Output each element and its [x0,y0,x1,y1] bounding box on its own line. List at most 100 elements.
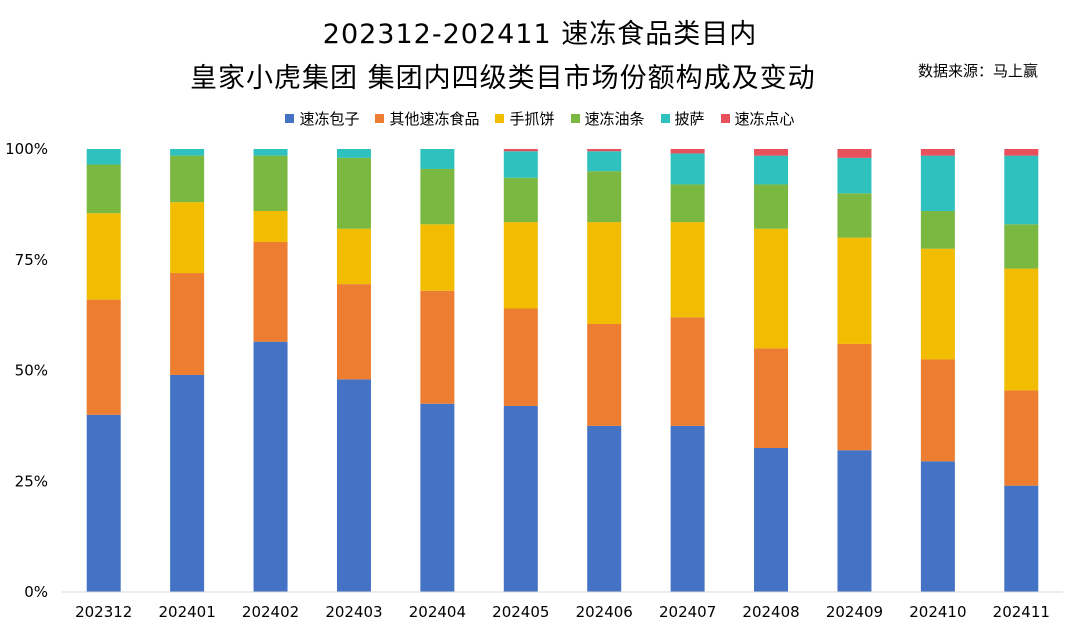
bar-segment [170,149,205,156]
chart-title-line1: 202312-202411 速冻食品类目内 [322,19,758,50]
legend-swatch [375,114,385,123]
legend-swatch [570,114,580,123]
bar-segment [670,149,705,154]
y-tick-label: 25% [15,472,48,490]
bar-segment [754,155,789,185]
bar-segment [754,228,789,349]
x-tick-label: 202405 [492,603,549,621]
bar-segment [503,177,538,223]
bar-segment [587,425,622,592]
legend-item: 速冻油条 [570,108,645,129]
bar-segment [1004,390,1039,486]
bar-segment [754,348,789,449]
legend-swatch [720,114,730,123]
legend-label: 其他速冻食品 [389,110,480,128]
legend-label: 速冻包子 [299,110,360,128]
legend-label: 披萨 [674,110,705,128]
bar-segment [253,155,288,212]
bar-segment [837,343,872,451]
bar-segment [503,151,538,178]
bar-segment [503,405,538,592]
legend-swatch [285,114,295,123]
bar-segment [86,213,121,300]
x-tick-label: 202407 [659,603,716,621]
y-tick-label: 75% [15,251,48,269]
bar-segment [920,211,955,249]
legend-item: 披萨 [660,108,705,129]
chart-title-line2: 皇家小虎集团 集团内四级类目市场份额构成及变动 [190,63,816,94]
bar-segment [503,308,538,406]
bar-segment [86,164,121,214]
x-tick-label: 202410 [909,603,966,621]
x-tick-label: 202404 [409,603,466,621]
bar-segment [336,149,371,158]
x-tick-label: 202408 [742,603,799,621]
bar-segment [670,222,705,318]
bar-segment [587,323,622,426]
legend-label: 手抓饼 [509,110,555,128]
bar-segment [170,202,205,274]
bar-segment [86,414,121,592]
bar-segment [587,149,622,152]
bar-segment [336,228,371,285]
bar-segment [837,450,872,592]
legend-item: 其他速冻食品 [375,108,479,129]
bar-segment [253,341,288,592]
bar-segment [920,359,955,462]
bar-segment [86,299,121,415]
bar-segment [420,168,455,225]
x-tick-label: 202401 [158,603,215,621]
chart-legend: 速冻包子 其他速冻食品 手抓饼 速冻油条 披萨 速冻点心 [0,108,1080,129]
legend-label: 速冻油条 [584,110,645,128]
bar-segment [170,273,205,375]
legend-swatch [660,114,670,123]
bar-segment [170,374,205,592]
bar-segment [420,224,455,291]
bar-segment [336,379,371,592]
legend-label: 速冻点心 [734,110,795,128]
bar-segment [170,155,205,203]
bar-segment [253,149,288,156]
y-tick-label: 50% [15,362,48,380]
x-tick-label: 202411 [993,603,1050,621]
bar-segment [670,184,705,223]
bar-segment [670,425,705,592]
bar-segment [920,461,955,592]
x-tick-label: 202403 [325,603,382,621]
bar-segment [1004,485,1039,592]
bar-segment [253,211,288,243]
y-tick-label: 0% [24,583,48,601]
bar-segment [920,149,955,156]
legend-item: 速冻包子 [285,108,359,129]
bar-segment [1004,149,1039,156]
bar-segment [336,284,371,380]
bar-segment [336,157,371,229]
bar-segment [837,149,872,158]
bar-segment [837,157,872,194]
bar-segment [670,317,705,426]
bar-segment [86,149,121,165]
bar-segment [754,149,789,156]
data-source-note: 数据来源：马上赢 [918,62,1039,80]
x-tick-label: 202312 [75,603,132,621]
bar-segment [420,149,455,169]
legend-swatch [495,114,505,123]
bar-segment [587,222,622,324]
bar-segment [920,155,955,212]
x-tick-label: 202406 [576,603,633,621]
x-tick-label: 202402 [242,603,299,621]
bar-segment [253,242,288,342]
bar-segment [1004,224,1039,269]
bar-segment [420,403,455,592]
bar-segment [587,171,622,223]
bar-segment [837,193,872,238]
y-tick-label: 100% [5,140,48,158]
bar-segment [503,222,538,309]
bar-segment [754,184,789,229]
bar-segment [920,248,955,360]
legend-item: 速冻点心 [720,108,795,129]
bar-segment [837,237,872,344]
bar-segment [670,153,705,185]
bar-segment [1004,268,1039,391]
